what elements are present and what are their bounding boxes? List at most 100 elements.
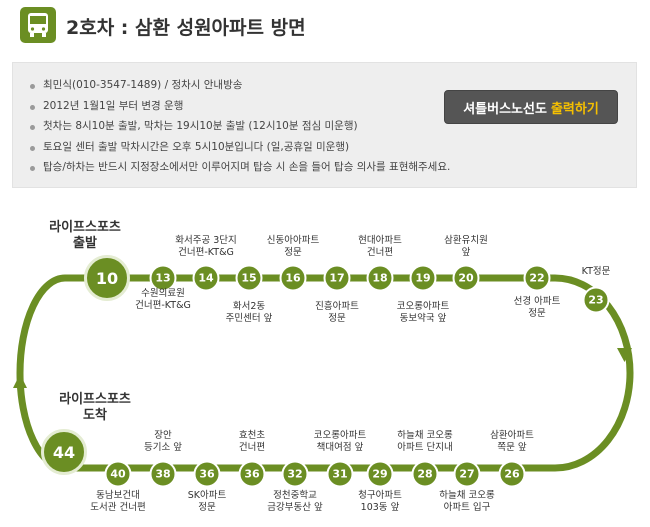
stop-label-line: 장안 (154, 430, 172, 441)
return-stop-36[interactable]: 36 (193, 460, 221, 488)
route-stop-label: 삼환유치원 앞 (444, 235, 488, 259)
info-item: 토요일 센터 출발 막차시간은 오후 5시10분입니다 (일,공휴일 미운행) (30, 137, 636, 158)
stop-label-line: 선경 아파트 (513, 296, 561, 307)
stop-label-line: 아파트 단지내 (397, 442, 453, 453)
route-line (13, 274, 634, 472)
stop-label-line: 도서관 건너편 (90, 502, 146, 513)
info-item: 최민식(010-3547-1489) / 정차시 안내방송 (30, 75, 636, 96)
stop-label-line: 화서2동 (232, 301, 266, 312)
route-stop-16[interactable]: 16 (279, 264, 307, 292)
stop-label-line: 건너편 (238, 442, 266, 453)
route-stop-label: 화서2동 주민센터 앞 (226, 301, 273, 325)
return-stop-label: 장안 등기소 앞 (144, 430, 182, 454)
stop-label-line: 주민센터 앞 (225, 313, 273, 324)
return-stop-label: 하늘채 코오롱 아파트 단지내 (397, 430, 452, 454)
stop-label-line: 삼환유치원 (444, 235, 488, 246)
stop-label-line: 진흥아파트 (315, 301, 359, 312)
stop-label-line: 코오롱아파트 (396, 301, 450, 312)
info-item: 첫차는 8시10분 출발, 막차는 19시10분 출발 (12시10분 점심 미… (30, 116, 636, 137)
return-stop-label: 효천초 건너편 (239, 430, 265, 454)
stop-label-line: 책대여점 앞 (316, 442, 364, 453)
stop-label-line: 현대아파트 (358, 235, 402, 246)
stop-label-line: 건너편 (366, 247, 394, 258)
route-stop-13[interactable]: 13 (149, 264, 177, 292)
direction-arrow-icon (617, 348, 632, 362)
print-button-label: 셔틀버스노선도 (463, 101, 547, 117)
stop-label-line: KT정문 (581, 266, 611, 277)
return-stop-label: 삼환아파트 쪽문 앞 (490, 430, 534, 454)
route-stop-17[interactable]: 17 (323, 264, 351, 292)
return-stop-label: SK아파트 정문 (188, 490, 226, 514)
stop-label-line: 정문 (528, 308, 546, 319)
route-stop-20[interactable]: 20 (452, 264, 480, 292)
print-button-highlight: 출력하기 (550, 101, 599, 117)
stop-label-line: 아파트 입구 (443, 502, 491, 513)
start-label-line1: 라이프스포츠 (49, 220, 121, 235)
route-stop-label: 신동아아파트 정문 (267, 235, 319, 259)
stop-label-line: 103동 앞 (360, 502, 400, 513)
stop-label-line: 삼환아파트 (490, 430, 534, 441)
stop-label-line: 하늘채 코오롱 (439, 490, 495, 501)
route-stop-label: 수원의료원 건너편-KT&G (135, 288, 191, 312)
page-title: 2호차 : 삼환 성원아파트 방면 (66, 17, 306, 39)
return-stop-label: 청구아파트 103동 앞 (358, 490, 402, 514)
start-stop[interactable]: 10 (84, 255, 130, 301)
stop-label-line: 신동아아파트 (266, 235, 320, 246)
info-panel: 최민식(010-3547-1489) / 정차시 안내방송 2012년 1월1일… (12, 62, 637, 188)
stop-label-line: 정문 (198, 502, 216, 513)
print-route-button[interactable]: 셔틀버스노선도 출력하기 (444, 90, 618, 124)
route-stop-15[interactable]: 15 (235, 264, 263, 292)
return-stop-27[interactable]: 27 (453, 460, 481, 488)
route-stop-23[interactable]: 23 (582, 286, 610, 314)
stop-label-line: 정문 (328, 313, 346, 324)
return-stop-32[interactable]: 32 (281, 460, 309, 488)
route-stop-18[interactable]: 18 (366, 264, 394, 292)
info-item: 2012년 1월1일 부터 변경 운행 (30, 96, 636, 117)
stop-label-line: 건너편-KT&G (178, 247, 234, 258)
stop-label-line: 앞 (461, 247, 471, 258)
stop-label-line: SK아파트 (187, 490, 227, 501)
stop-label-line: 화서주공 3단지 (175, 235, 237, 246)
end-terminal-label: 라이프스포츠 도착 (59, 392, 131, 424)
stop-label-line: 청구아파트 (358, 490, 402, 501)
route-stop-19[interactable]: 19 (409, 264, 437, 292)
end-stop[interactable]: 44 (41, 429, 87, 475)
route-stop-label: 현대아파트 건너편 (358, 235, 402, 259)
stop-label-line: 금강부동산 앞 (267, 502, 323, 513)
return-stop-36[interactable]: 36 (238, 460, 266, 488)
return-stop-38[interactable]: 38 (149, 460, 177, 488)
return-stop-40[interactable]: 40 (104, 460, 132, 488)
route-stop-22[interactable]: 22 (523, 264, 551, 292)
stop-label-line: 동남보건대 (96, 490, 140, 501)
direction-arrow-icon (13, 374, 27, 388)
bus-icon (20, 7, 56, 43)
info-item: 탑승/하차는 반드시 지정장소에서만 이루어지며 탑승 시 손을 들어 탑승 의… (30, 157, 636, 178)
header: 2호차 : 삼환 성원아파트 방면 (0, 0, 650, 52)
return-stop-label: 정천중학교 금강부동산 앞 (267, 490, 322, 514)
return-stop-29[interactable]: 29 (366, 460, 394, 488)
stop-label-line: 정문 (284, 247, 302, 258)
start-terminal-label: 라이프스포츠 출발 (49, 220, 121, 252)
route-stop-label: 선경 아파트 정문 (514, 296, 561, 320)
return-stop-28[interactable]: 28 (411, 460, 439, 488)
return-stop-label: 동남보건대 도서관 건너편 (90, 490, 145, 514)
stop-label-line: 쪽문 앞 (497, 442, 527, 453)
route-stop-label: 진흥아파트 정문 (315, 301, 359, 325)
route-map: 라이프스포츠 출발 10 라이프스포츠 도착 44 13 수원의료원 건너편-KT&… (0, 200, 650, 527)
return-stop-26[interactable]: 26 (498, 460, 526, 488)
return-stop-31[interactable]: 31 (326, 460, 354, 488)
stop-label-line: 하늘채 코오롱 (397, 430, 453, 441)
route-stop-label: 코오롱아파트 동보약국 앞 (397, 301, 449, 325)
stop-label-line: 동보약국 앞 (399, 313, 447, 324)
start-label-line2: 출발 (73, 236, 97, 251)
route-stop-label: KT정문 (582, 266, 611, 278)
stop-label-line: 등기소 앞 (144, 442, 182, 453)
stop-label-line: 건너편-KT&G (135, 300, 191, 311)
return-stop-label: 하늘채 코오롱 아파트 입구 (439, 490, 494, 514)
stop-label-line: 수원의료원 (141, 288, 185, 299)
stop-label-line: 정천중학교 (273, 490, 317, 501)
return-stop-label: 코오롱아파트 책대여점 앞 (314, 430, 366, 454)
route-stop-14[interactable]: 14 (192, 264, 220, 292)
route-stop-label: 화서주공 3단지 건너편-KT&G (175, 235, 237, 259)
end-label-line1: 라이프스포츠 (59, 392, 131, 407)
